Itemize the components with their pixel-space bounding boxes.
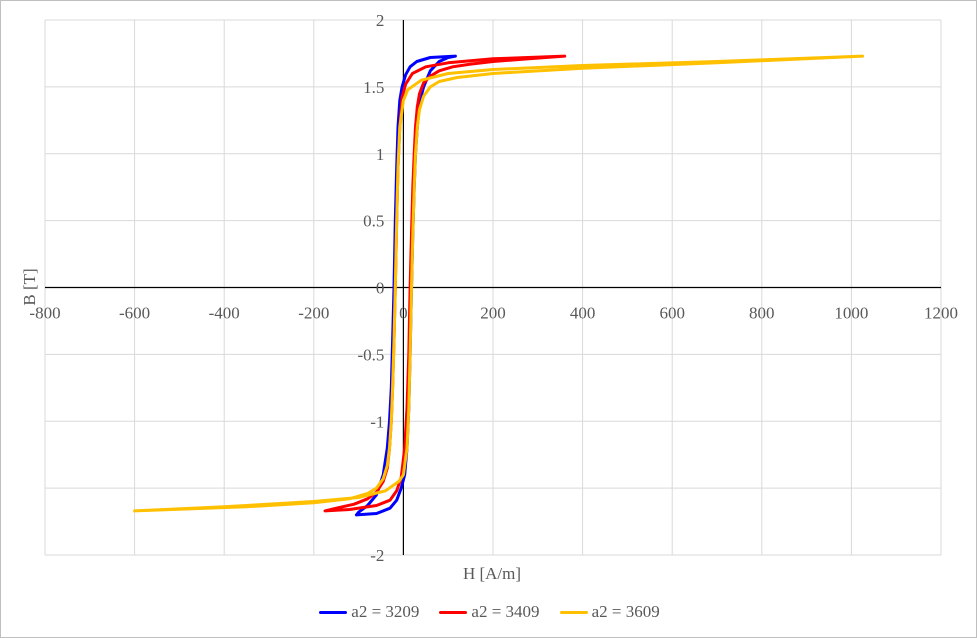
y-tick-label: 1	[376, 145, 385, 164]
x-tick-label: -200	[298, 304, 329, 323]
x-tick-label: 400	[570, 304, 596, 323]
legend-item: a2 = 3609	[559, 602, 660, 622]
legend-swatch	[319, 610, 348, 614]
y-tick-label: 1.5	[363, 78, 384, 97]
x-tick-label: 200	[480, 304, 506, 323]
y-tick-label: -2	[370, 546, 384, 565]
x-axis-title: H [A/m]	[463, 564, 521, 583]
series-line-2	[323, 54, 567, 513]
x-tick-label: 600	[659, 304, 685, 323]
tick-labels: -800 -600 -400 -200 0 200 400 600 800 1000 1200 -2 -…	[29, 11, 958, 565]
x-tick-label: 1200	[924, 304, 958, 323]
x-tick-label: 1000	[834, 304, 868, 323]
y-tick-label: -1	[370, 412, 384, 431]
legend-swatch	[439, 610, 468, 614]
legend-label: a2 = 3409	[471, 602, 540, 621]
legend: a2 = 3209 a2 = 3409 a2 = 3609	[1, 602, 977, 622]
y-tick-label: -0.5	[357, 345, 384, 364]
x-tick-label: 800	[749, 304, 775, 323]
x-tick-label: -800	[29, 304, 60, 323]
y-axis-title: B [T]	[20, 268, 39, 305]
x-tick-label: -600	[119, 304, 150, 323]
hysteresis-plot: -800 -600 -400 -200 0 200 400 600 800 1000 1200 -2 -…	[20, 11, 958, 583]
series-line-3	[133, 54, 865, 513]
y-tick-label: 2	[376, 11, 385, 30]
x-tick-label: -400	[209, 304, 240, 323]
y-tick-label: 0	[376, 279, 385, 298]
x-tick-label: 0	[399, 304, 408, 323]
legend-swatch	[559, 610, 588, 614]
legend-item: a2 = 3209	[319, 602, 419, 622]
legend-item: a2 = 3409	[439, 602, 540, 622]
legend-label: a2 = 3609	[591, 602, 660, 621]
y-tick-label: 0.5	[363, 212, 384, 231]
series-lines	[133, 54, 865, 517]
legend-label: a2 = 3209	[351, 602, 420, 621]
grid-lines	[44, 19, 942, 556]
